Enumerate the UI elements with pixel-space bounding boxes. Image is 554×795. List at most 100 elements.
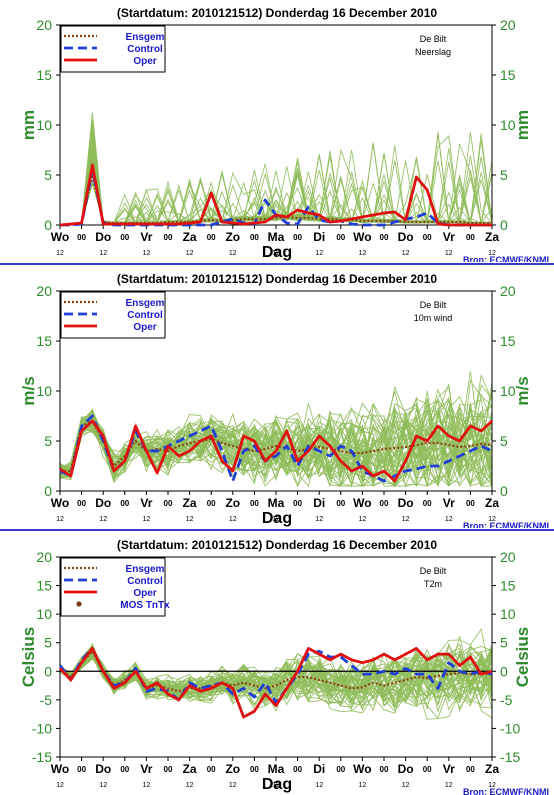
ensemble-members <box>60 112 493 226</box>
x-day-label: Vr <box>443 762 455 776</box>
y-tick-label-left: 10 <box>36 606 52 622</box>
x-day-label: Vr <box>140 496 152 510</box>
legend-entry: Oper <box>133 56 156 67</box>
x-hour-label: 12 <box>315 782 323 789</box>
x-hour-label: 12 <box>488 782 496 789</box>
y-axis-label-right: Celsius <box>513 627 532 687</box>
y-axis-label-right: mm <box>513 110 532 140</box>
y-tick-label-right: 5 <box>500 635 508 651</box>
x-hour-label: 12 <box>272 516 280 523</box>
x-hour-label: 12 <box>402 250 410 257</box>
x-midnight-label: 00 <box>77 765 86 774</box>
x-hour-label: 12 <box>99 516 107 523</box>
x-midnight-label: 00 <box>250 765 259 774</box>
wind-chart: (Startdatum: 2010121512) Donderdag 16 De… <box>19 272 549 528</box>
panel-divider-1 <box>0 263 554 265</box>
ensemble-member-line <box>60 139 493 226</box>
x-axis-label: Dag <box>262 776 292 793</box>
x-midnight-label: 00 <box>250 233 259 242</box>
x-midnight-label: 00 <box>466 233 475 242</box>
x-hour-label: 12 <box>488 516 496 523</box>
y-axis-label-left: mm <box>19 110 38 140</box>
ensemble-member-line <box>59 649 493 712</box>
x-hour-label: 12 <box>272 250 280 257</box>
variable-label: 10m wind <box>414 313 453 323</box>
y-tick-label-left: 10 <box>36 383 52 399</box>
y-tick-label-right: 0 <box>500 483 508 499</box>
x-day-label: Ma <box>268 230 285 244</box>
x-day-label: Wo <box>353 762 371 776</box>
ensemble-member-line <box>59 409 493 488</box>
y-tick-label-right: -5 <box>500 692 513 708</box>
oper-line <box>59 163 492 227</box>
x-day-label: Wo <box>353 496 371 510</box>
ensemble-member-line <box>60 134 493 226</box>
x-hour-label: 12 <box>488 250 496 257</box>
x-day-label: Di <box>313 230 325 244</box>
x-hour-label: 12 <box>143 250 151 257</box>
x-hour-label: 12 <box>402 782 410 789</box>
x-midnight-label: 00 <box>207 765 216 774</box>
legend-entry: MOS TnTx <box>120 600 170 611</box>
x-midnight-label: 00 <box>164 765 173 774</box>
x-hour-label: 12 <box>56 782 64 789</box>
x-hour-label: 12 <box>445 782 453 789</box>
x-hour-label: 12 <box>229 516 237 523</box>
x-day-label: Wo <box>51 230 69 244</box>
x-hour-label: 12 <box>186 782 194 789</box>
y-tick-label-right: 0 <box>500 217 508 233</box>
x-day-label: Za <box>485 762 499 776</box>
x-midnight-label: 00 <box>164 499 173 508</box>
x-day-label: Di <box>313 762 325 776</box>
y-tick-label-left: 20 <box>36 17 52 33</box>
x-day-label: Zo <box>225 762 240 776</box>
x-day-label: Za <box>485 230 499 244</box>
station-label: De Bilt <box>420 300 447 310</box>
x-hour-label: 12 <box>402 516 410 523</box>
chart-title: (Startdatum: 2010121512) Donderdag 16 De… <box>117 272 437 286</box>
source-label: Bron: ECMWF/KNMI <box>463 255 549 262</box>
y-tick-label-left: 20 <box>36 283 52 299</box>
station-label: De Bilt <box>420 34 447 44</box>
x-hour-label: 12 <box>445 250 453 257</box>
x-midnight-label: 00 <box>207 499 216 508</box>
y-tick-label-right: -15 <box>500 749 520 765</box>
y-tick-label-right: 5 <box>500 433 508 449</box>
x-hour-label: 12 <box>143 782 151 789</box>
ensemble-members <box>59 371 493 488</box>
y-tick-label-left: 5 <box>44 635 52 651</box>
y-axis-label-right: m/s <box>513 376 532 405</box>
oper-line <box>59 419 493 483</box>
y-tick-label-right: 15 <box>500 578 516 594</box>
x-day-label: Ma <box>268 496 285 510</box>
chart-title: (Startdatum: 2010121512) Donderdag 16 De… <box>117 6 437 20</box>
x-day-label: Za <box>183 762 197 776</box>
legend-entry: Ensgem <box>126 298 165 309</box>
legend-entry: Oper <box>133 588 156 599</box>
x-midnight-label: 00 <box>380 233 389 242</box>
ensemble-member-line <box>59 391 493 487</box>
ensemble-member-line <box>59 652 493 699</box>
x-midnight-label: 00 <box>250 499 259 508</box>
x-day-label: Do <box>398 230 414 244</box>
x-midnight-label: 00 <box>336 765 345 774</box>
y-tick-label-right: 0 <box>500 663 508 679</box>
x-day-label: Vr <box>140 230 152 244</box>
x-midnight-label: 00 <box>293 765 302 774</box>
x-midnight-label: 00 <box>380 499 389 508</box>
x-midnight-label: 00 <box>207 233 216 242</box>
legend-entry: Oper <box>133 322 156 333</box>
variable-label: T2m <box>424 579 442 589</box>
y-tick-label-left: 10 <box>36 117 52 133</box>
x-midnight-label: 00 <box>423 765 432 774</box>
y-tick-label-right: 20 <box>500 549 516 565</box>
legend-entry: Control <box>127 310 163 321</box>
x-hour-label: 12 <box>315 516 323 523</box>
panel-divider-2 <box>0 529 554 531</box>
x-axis-label: Dag <box>262 510 292 527</box>
x-midnight-label: 00 <box>120 765 129 774</box>
x-hour-label: 12 <box>229 250 237 257</box>
x-midnight-label: 00 <box>120 499 129 508</box>
x-midnight-label: 00 <box>336 499 345 508</box>
